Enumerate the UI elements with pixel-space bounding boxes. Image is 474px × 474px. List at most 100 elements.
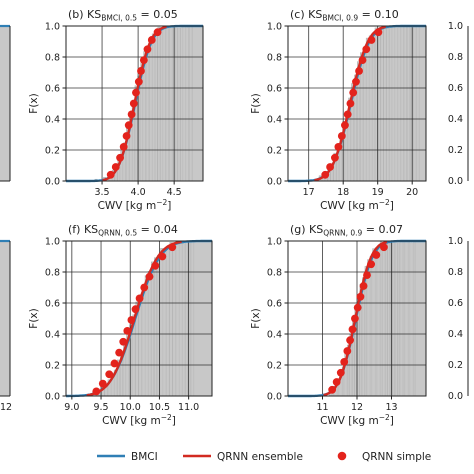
panel-c-histogram-bar <box>415 25 419 182</box>
panel-f-xtick-label: 11.0 <box>178 402 199 413</box>
panel-c-title-prefix: (c) KS <box>290 8 322 21</box>
panel-b-histogram-bar <box>177 27 181 182</box>
panel-g-ytick-label: 0.2 <box>267 360 282 371</box>
panel-g-histogram-bar <box>367 259 370 397</box>
panel-g-title-prefix: (g) KS <box>290 223 323 236</box>
panel-g-qrnn-simple-point <box>332 378 341 386</box>
panel-b-histogram-bar <box>157 26 161 182</box>
panel-g-title-value: = 0.07 <box>362 223 403 236</box>
panel-f-xlabel-text: CWV [kg m <box>102 415 161 427</box>
panel-g-qrnn-simple-point <box>351 314 359 323</box>
panel-f-histogram-bar <box>163 248 167 397</box>
panel-g-ytick-label: 0.8 <box>267 267 282 278</box>
panel-g-histogram-bar <box>397 242 401 397</box>
panel-f-histogram-bar <box>169 242 173 397</box>
panel-c-histogram-bar <box>380 27 384 182</box>
panel-c-histogram-bar <box>371 32 375 182</box>
panel-f-histogram-bar <box>194 240 213 397</box>
panel-b-title: (b) KSBMCI, 0.5 = 0.05 <box>68 8 178 23</box>
panel-c-xlabel: CWV [kg m−2] <box>320 198 394 212</box>
panel-b-qrnn-simple-point <box>147 36 156 44</box>
panel-c-histogram-bar <box>383 25 387 182</box>
panel-b-title-prefix: (b) KS <box>68 8 101 21</box>
panel-f-histogram-bar <box>191 242 195 397</box>
panel-g-histogram-bar <box>387 240 390 397</box>
panel-g-histogram-bar <box>415 240 427 397</box>
panel-g-qrnn-simple-point <box>367 260 376 269</box>
panel-c-ytick-label: 0.4 <box>267 114 282 125</box>
panel-g-qrnn-simple-point <box>380 243 388 252</box>
panel-g-xtick-label: 12 <box>351 402 363 413</box>
panel-g-histogram-bar <box>379 241 383 397</box>
panel-c-title: (c) KSBMCI, 0.9 = 0.10 <box>290 8 399 23</box>
panel-f-qrnn-simple-point <box>158 252 167 261</box>
panel-g-histogram-bar <box>382 243 385 397</box>
panel-f-qrnn-simple-point <box>127 316 136 324</box>
panel-g-histogram-bar <box>400 240 403 397</box>
panel-g-title: (g) KSQRNN, 0.9 = 0.07 <box>290 223 403 238</box>
panel-g-qrnn-simple-point <box>340 358 349 366</box>
panel-c-histogram-bar <box>401 26 404 182</box>
panel-g: 0.0 0.2 0.4 0.6 0.8 1.0 11 12 13 F(x) CWV [kg m−2]… <box>250 223 427 427</box>
panel-f-qrnn-simple-point <box>140 283 149 292</box>
panel-b-qrnn-simple-point <box>111 163 120 171</box>
panel-b-xlabel-sup: −2 <box>156 198 167 207</box>
panel-b-qrnn-simple-point <box>132 88 140 97</box>
panel-g-qrnn-simple-point <box>346 336 354 345</box>
panel-f-qrnn-simple-point <box>119 337 128 346</box>
panel-d-ytick-label: 0.2 <box>448 145 463 156</box>
panel-c-qrnn-simple-point <box>352 77 360 86</box>
panel-d-ytick-label: 0.6 <box>448 83 463 94</box>
panel-f-ylabel: F(x) <box>28 308 40 328</box>
panel-c-xlabel-sup: −2 <box>379 198 390 207</box>
panel-b-histogram-bar <box>154 32 158 182</box>
panel-b-xlabel-suffix: ] <box>167 200 171 212</box>
panel-f-xtick-label: 9.5 <box>93 402 108 413</box>
panel-g-histogram-bar <box>407 240 411 397</box>
panel-b-histogram-bar <box>169 27 172 182</box>
panel-c-qrnn-simple-point <box>331 153 339 162</box>
panel-g-histogram-bar <box>369 256 373 397</box>
panel-g-xtick-label: 11 <box>316 402 328 413</box>
panel-c-xtick-label: 18 <box>337 187 349 198</box>
panel-b-histogram-bar <box>151 33 155 182</box>
panel-h-ytick-label: 0.2 <box>448 360 463 371</box>
panel-g-histogram-bar <box>395 240 398 397</box>
panel-c-qrnn-simple-point <box>362 45 371 54</box>
panel-g-xlabel-text: CWV [kg m <box>320 415 379 427</box>
panel-b-xtick-label: 3.5 <box>94 187 109 198</box>
panel-f-ytick-label: 0.6 <box>45 298 60 309</box>
panel-c-xtick-label: 19 <box>372 187 384 198</box>
panel-f-qrnn-simple-point <box>131 305 140 314</box>
panel-b-xlabel-text: CWV [kg m <box>98 200 157 212</box>
panel-c-xtick-label: 20 <box>406 187 418 198</box>
panel-f-histogram-bar <box>150 261 154 397</box>
panel-b-qrnn-simple-point <box>116 153 124 162</box>
panel-g-qrnn-simple-point <box>348 325 357 334</box>
panel-b-qrnn-simple-point <box>134 77 143 86</box>
panel-b-title-value: = 0.05 <box>137 8 178 21</box>
panel-c-title-sub: BMCI, 0.9 <box>322 14 358 23</box>
panel-c-histogram-bar <box>392 25 396 182</box>
panel-f-qrnn-simple-point <box>168 243 177 252</box>
panel-f-qrnn-simple-point <box>123 327 132 335</box>
panel-g-histogram-bar <box>402 241 406 397</box>
panel-c-histogram-bar <box>365 37 369 182</box>
panel-g-qrnn-simple-point <box>372 251 381 259</box>
panel-c-qrnn-simple-point <box>326 163 334 171</box>
panel-b-xtick-label: 4.0 <box>131 187 146 198</box>
panel-g-histogram-bar <box>372 248 375 397</box>
panel-c-histogram-bar <box>389 25 393 182</box>
panel-f-histogram-bar <box>175 241 179 397</box>
panel-c-qrnn-simple-point <box>374 28 383 37</box>
panel-g-ytick-label: 0.6 <box>267 298 282 309</box>
panel-b-ytick-label: 0.0 <box>45 176 60 187</box>
panel-f-qrnn-simple-point <box>105 370 114 379</box>
panel-g-xlabel-suffix: ] <box>390 415 394 427</box>
panel-c-ytick-label: 0.0 <box>267 176 282 187</box>
panel-b-qrnn-simple-point <box>137 67 145 75</box>
panel-f-xlabel-suffix: ] <box>172 415 176 427</box>
panel-f-histogram-bar <box>160 248 164 397</box>
panel-c-ytick-label: 0.8 <box>267 52 282 63</box>
